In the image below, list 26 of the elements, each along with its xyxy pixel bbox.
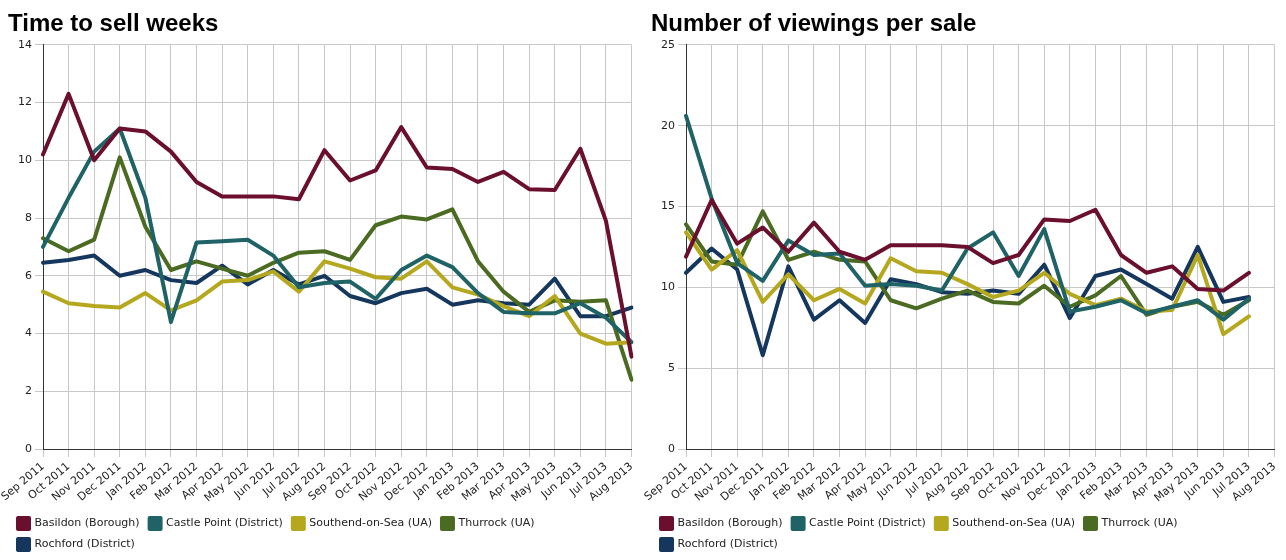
legend-label: Castle Point (District)	[166, 516, 283, 530]
legend-label: Southend-on-Sea (UA)	[952, 516, 1075, 530]
y-tick-label: 5	[668, 361, 676, 375]
legend-label: Basildon (Borough)	[34, 516, 140, 530]
y-tick-label: 4	[25, 326, 33, 340]
chart-title: Number of viewings per sale	[651, 9, 977, 37]
legend-label: Rochford (District)	[677, 537, 778, 551]
y-tick-label: 2	[25, 384, 33, 398]
legend-label: Basildon (Borough)	[677, 516, 783, 530]
legend-label: Thurrock (UA)	[1100, 516, 1178, 530]
y-tick-label: 12	[18, 95, 33, 109]
y-tick-label: 6	[25, 268, 33, 282]
legend-label: Rochford (District)	[34, 537, 135, 551]
y-tick-label: 25	[661, 37, 676, 51]
legend-label: Southend-on-Sea (UA)	[309, 516, 432, 530]
y-tick-label: 15	[661, 199, 676, 213]
y-tick-label: 8	[25, 210, 33, 224]
y-tick-label: 10	[18, 153, 33, 167]
y-tick-label: 0	[25, 441, 33, 455]
y-tick-label: 20	[661, 118, 676, 132]
legend-label: Castle Point (District)	[809, 516, 926, 530]
y-tick-label: 14	[18, 37, 33, 51]
y-tick-label: 0	[668, 441, 676, 455]
legend-label: Thurrock (UA)	[457, 516, 535, 530]
y-tick-label: 10	[661, 280, 676, 294]
chart-title: Time to sell weeks	[8, 9, 219, 37]
